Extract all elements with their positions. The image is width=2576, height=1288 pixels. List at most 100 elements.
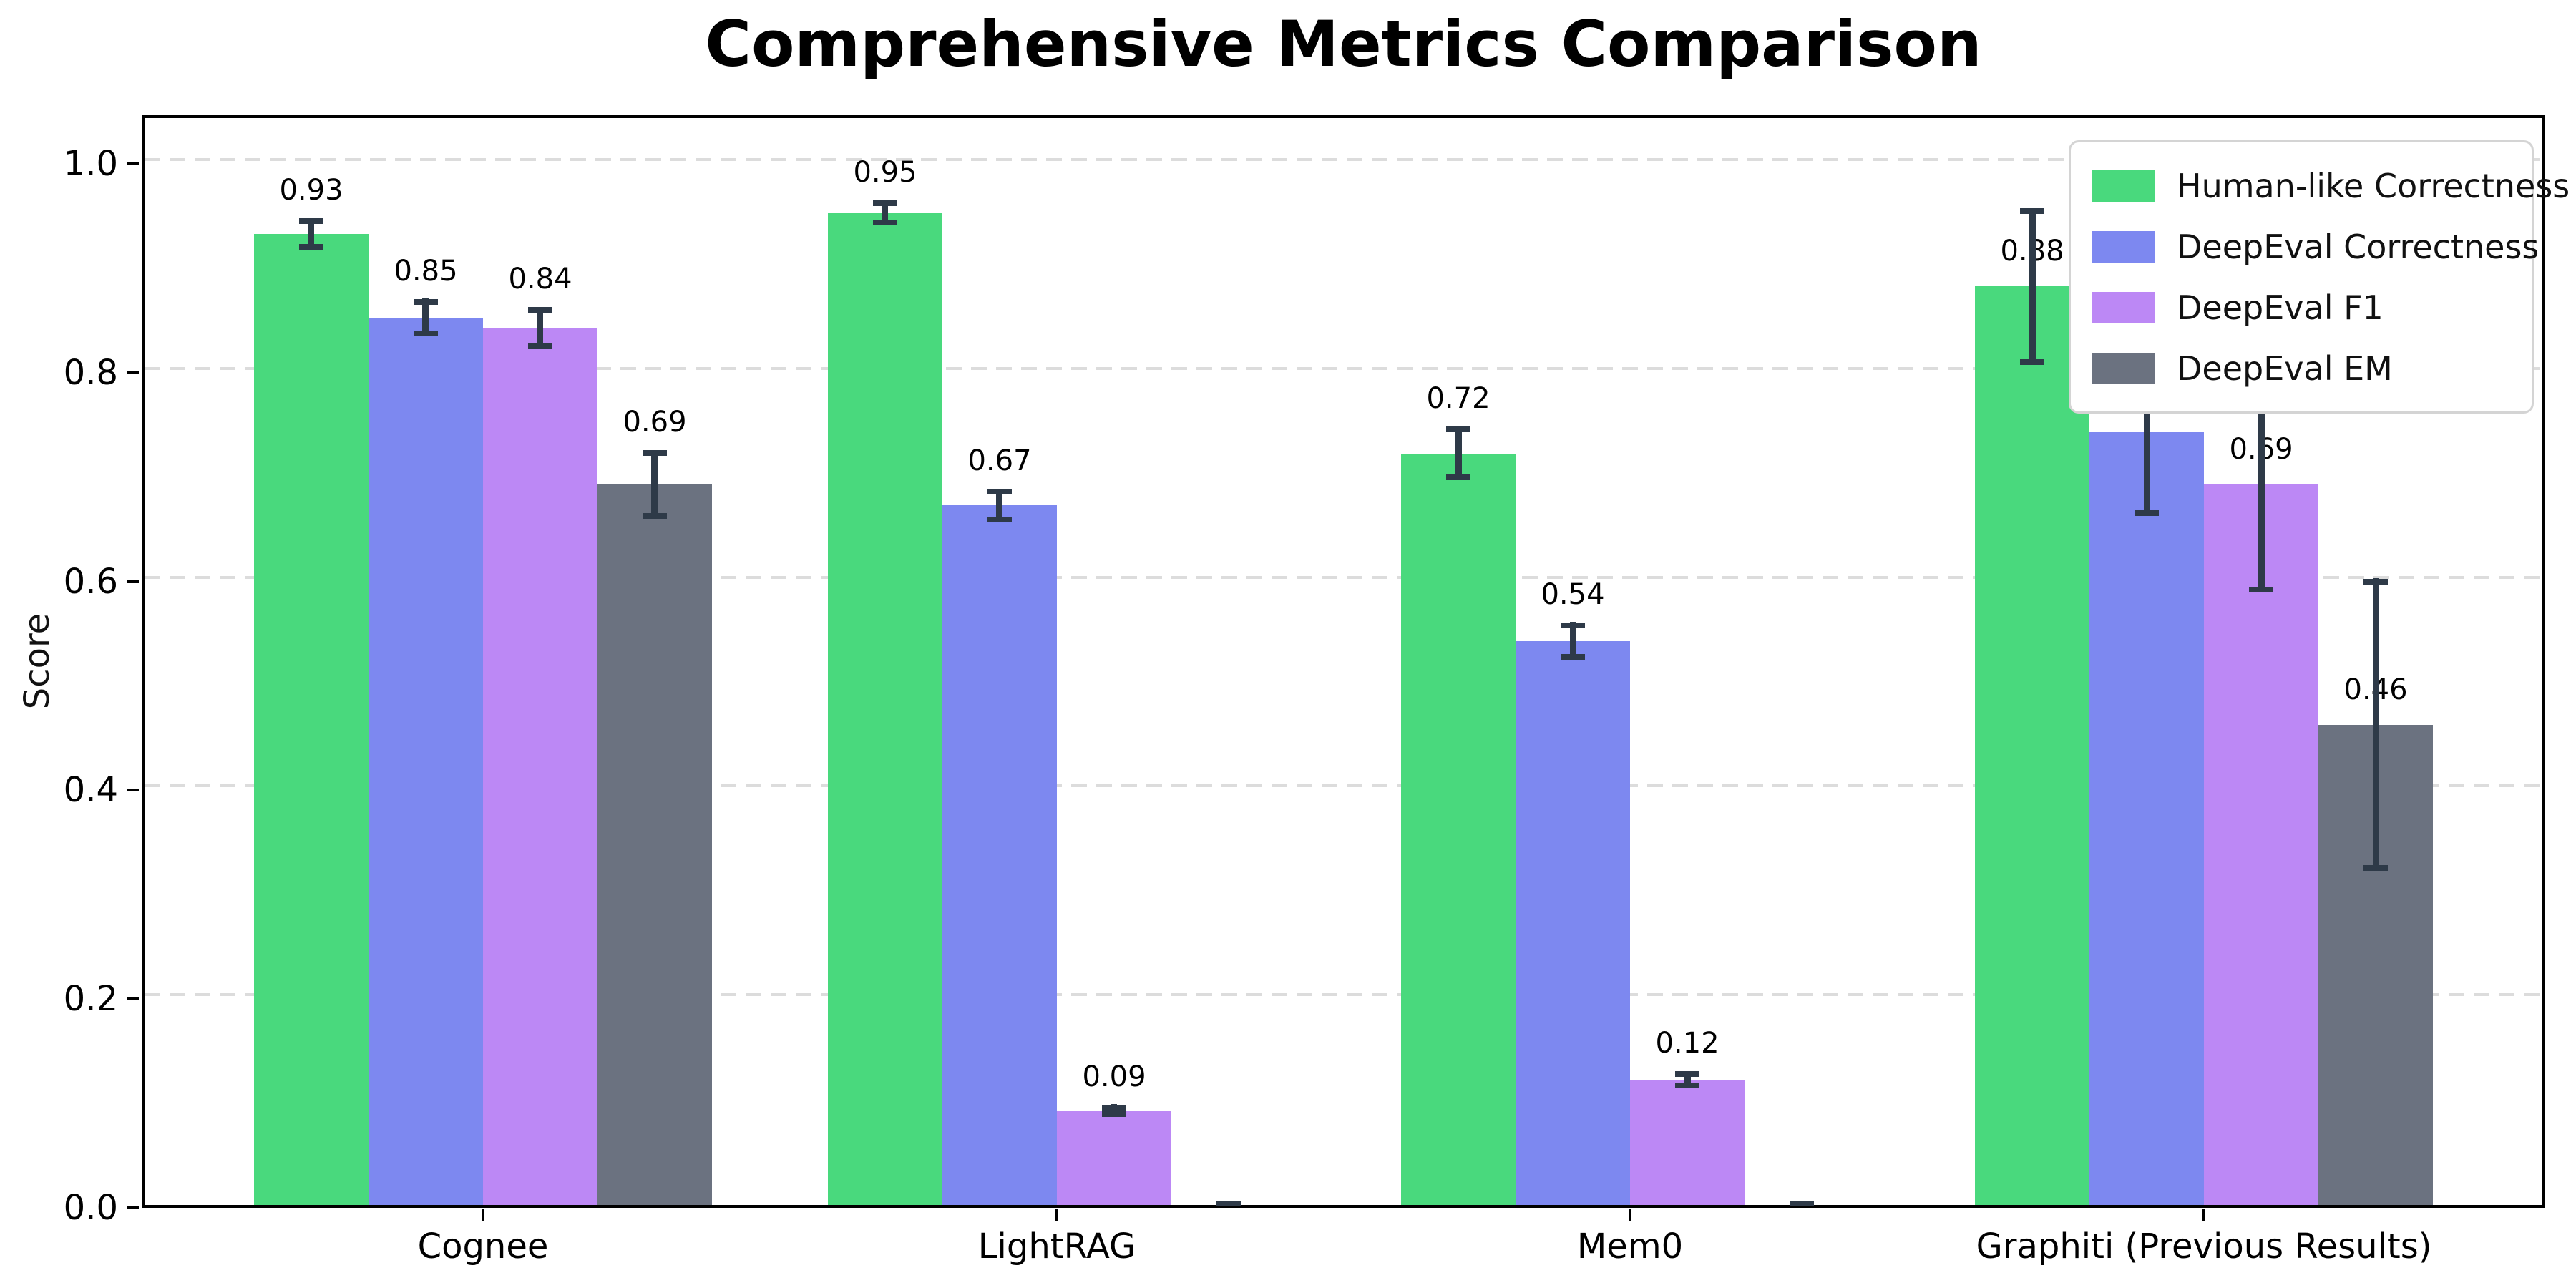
bar-cognee-human-like-correctness — [254, 234, 369, 1205]
legend-label-deepeval-em: DeepEval EM — [2177, 348, 2393, 388]
legend-label-deepeval-correctness: DeepEval Correctness — [2177, 227, 2540, 266]
legend-label-deepeval-f1: DeepEval F1 — [2177, 288, 2384, 327]
error-cap-bottom — [1446, 474, 1470, 480]
error-cap-bottom — [2249, 587, 2273, 592]
value-label-cognee-deepeval-correctness: 0.85 — [394, 255, 458, 288]
bar-graphiti-previous-results-deepeval-correctness — [2089, 432, 2204, 1205]
error-cap-bottom — [528, 343, 552, 349]
y-tick-label-0.8: 0.8 — [63, 353, 118, 393]
x-tick-label-lightrag: LightRAG — [977, 1226, 1136, 1267]
error-bar-cognee-deepeval-em — [651, 450, 658, 519]
x-tick-label-cognee: Cognee — [417, 1226, 549, 1267]
bar-lightrag-human-like-correctness — [828, 213, 942, 1205]
x-tick-label-graphiti-previous-results: Graphiti (Previous Results) — [1976, 1226, 2432, 1267]
error-cap-bottom — [299, 244, 323, 250]
bar-cognee-deepeval-em — [597, 484, 712, 1205]
error-bar-cognee-deepeval-correctness — [422, 298, 429, 336]
error-cap-bottom — [1675, 1083, 1699, 1088]
error-bar-cognee-human-like-correctness — [308, 218, 314, 250]
error-bar-mem0-human-like-correctness — [1455, 426, 1462, 480]
y-tick-mark — [127, 789, 139, 791]
error-cap-bottom — [873, 220, 897, 225]
error-bar-graphiti-previous-results-deepeval-correctness — [2144, 349, 2150, 516]
legend-item-deepeval-f1: DeepEval F1 — [2092, 288, 2510, 327]
error-cap-top — [528, 307, 552, 313]
y-tick-mark — [127, 371, 139, 374]
gridline-0.6 — [145, 576, 2542, 579]
error-bar-cognee-deepeval-f1 — [537, 308, 543, 349]
bar-mem0-deepeval-f1 — [1630, 1080, 1745, 1205]
error-bar-mem0-deepeval-correctness — [1570, 622, 1576, 660]
legend-item-deepeval-correctness: DeepEval Correctness — [2092, 228, 2539, 266]
legend-swatch-deepeval-f1 — [2092, 291, 2155, 323]
y-tick-mark — [127, 580, 139, 583]
bar-mem0-deepeval-correctness — [1516, 641, 1630, 1205]
error-bar-mem0-deepeval-f1 — [1684, 1072, 1691, 1088]
legend-swatch-deepeval-correctness — [2092, 230, 2155, 263]
bar-graphiti-previous-results-human-like-correctness — [1975, 286, 2089, 1205]
bar-mem0-human-like-correctness — [1401, 454, 1516, 1205]
legend-label-human-like-correctness: Human-like Correctness — [2177, 166, 2570, 205]
error-bar-graphiti-previous-results-deepeval-f1 — [2258, 377, 2265, 592]
error-cap-bottom — [2135, 510, 2159, 516]
value-label-mem0-deepeval-correctness: 0.54 — [1541, 578, 1605, 611]
bar-cognee-deepeval-f1 — [483, 328, 597, 1205]
legend-item-deepeval-em: DeepEval EM — [2092, 349, 2510, 388]
x-tick-mark — [1055, 1209, 1058, 1221]
bar-cognee-deepeval-correctness — [369, 318, 483, 1205]
error-cap-top — [873, 200, 897, 206]
error-cap-top — [1446, 426, 1470, 432]
value-label-mem0-human-like-correctness: 0.72 — [1426, 382, 1491, 415]
bar-lightrag-deepeval-correctness — [942, 505, 1057, 1205]
bar-lightrag-deepeval-f1 — [1057, 1111, 1171, 1205]
y-tick-mark — [127, 1206, 139, 1209]
legend-swatch-deepeval-em — [2092, 352, 2155, 384]
x-tick-mark — [482, 1209, 484, 1221]
y-tick-mark — [127, 162, 139, 165]
error-cap-top — [987, 489, 1012, 494]
error-cap-top — [1790, 1201, 1814, 1206]
y-tick-label-0.6: 0.6 — [63, 562, 118, 602]
error-cap-top — [1216, 1201, 1241, 1206]
legend-item-human-like-correctness: Human-like Correctness — [2092, 167, 2570, 205]
error-cap-bottom — [643, 513, 667, 519]
error-bar-lightrag-human-like-correctness — [882, 200, 888, 225]
y-tick-label-0.0: 0.0 — [63, 1188, 118, 1228]
value-label-mem0-deepeval-f1: 0.12 — [1655, 1027, 1719, 1060]
y-tick-label-0.2: 0.2 — [63, 979, 118, 1019]
error-cap-bottom — [987, 517, 1012, 522]
legend-swatch-human-like-correctness — [2092, 170, 2155, 202]
error-bar-lightrag-deepeval-f1 — [1111, 1104, 1117, 1117]
error-cap-top — [1102, 1105, 1126, 1111]
x-tick-label-mem0: Mem0 — [1576, 1226, 1684, 1267]
x-tick-mark — [2202, 1209, 2205, 1221]
y-tick-mark — [127, 997, 139, 1000]
x-tick-mark — [1629, 1209, 1631, 1221]
error-cap-top — [2363, 579, 2388, 585]
error-cap-top — [414, 299, 438, 305]
error-bar-graphiti-previous-results-deepeval-em — [2373, 578, 2379, 871]
bar-graphiti-previous-results-deepeval-f1 — [2204, 484, 2318, 1205]
error-cap-bottom — [1102, 1111, 1126, 1117]
error-cap-bottom — [414, 331, 438, 336]
error-cap-top — [1675, 1071, 1699, 1077]
error-cap-bottom — [1561, 654, 1585, 660]
y-axis-label: Score — [17, 613, 57, 710]
gridline-0.4 — [145, 784, 2542, 787]
error-cap-top — [299, 218, 323, 224]
value-label-lightrag-deepeval-f1: 0.09 — [1082, 1060, 1146, 1093]
value-label-cognee-deepeval-em: 0.69 — [623, 406, 687, 439]
error-bar-graphiti-previous-results-human-like-correctness — [2029, 208, 2036, 365]
error-cap-bottom — [2020, 359, 2044, 365]
error-bar-lightrag-deepeval-correctness — [996, 489, 1002, 522]
y-tick-label-0.4: 0.4 — [63, 770, 118, 810]
value-label-lightrag-human-like-correctness: 0.95 — [853, 156, 917, 189]
gridline-0.2 — [145, 993, 2542, 996]
error-cap-bottom — [2363, 865, 2388, 871]
gridline-1.0 — [145, 158, 2542, 161]
value-label-lightrag-deepeval-correctness: 0.67 — [967, 444, 1032, 477]
gridline-0.8 — [145, 367, 2542, 370]
value-label-cognee-deepeval-f1: 0.84 — [508, 263, 572, 296]
error-cap-top — [1561, 623, 1585, 628]
